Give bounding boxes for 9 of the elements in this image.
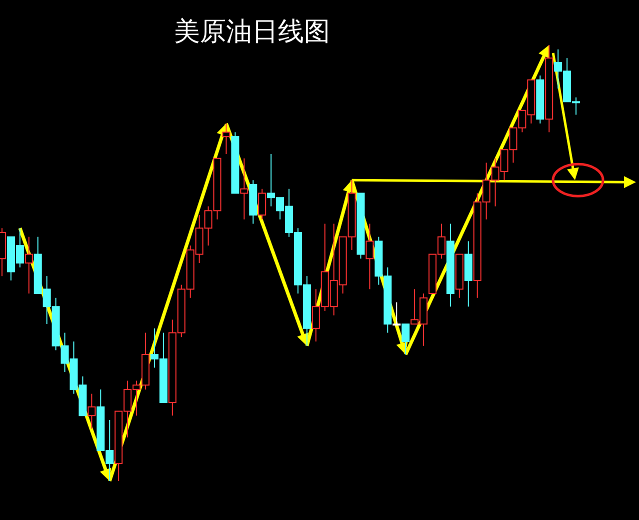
candlestick xyxy=(240,158,248,220)
candlestick xyxy=(222,122,230,154)
candlestick xyxy=(258,188,266,220)
candlestick xyxy=(402,324,410,356)
candlestick xyxy=(24,236,33,294)
candlestick xyxy=(392,302,401,326)
candlestick xyxy=(88,393,96,430)
chart-title: 美原油日线图 xyxy=(174,17,330,47)
candlestick xyxy=(366,223,374,290)
